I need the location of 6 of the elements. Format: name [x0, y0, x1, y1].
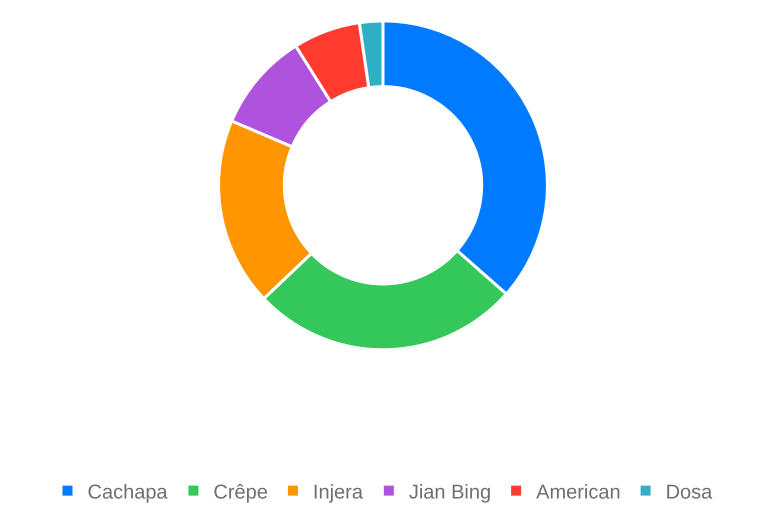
legend-label: American: [536, 481, 621, 504]
legend-label: Injera: [312, 481, 364, 504]
legend-label: Cachapa: [88, 481, 168, 504]
legend-label: Crêpe: [213, 481, 268, 504]
legend-label: Jian Bing: [408, 481, 492, 504]
legend-label: Dosa: [666, 481, 714, 504]
